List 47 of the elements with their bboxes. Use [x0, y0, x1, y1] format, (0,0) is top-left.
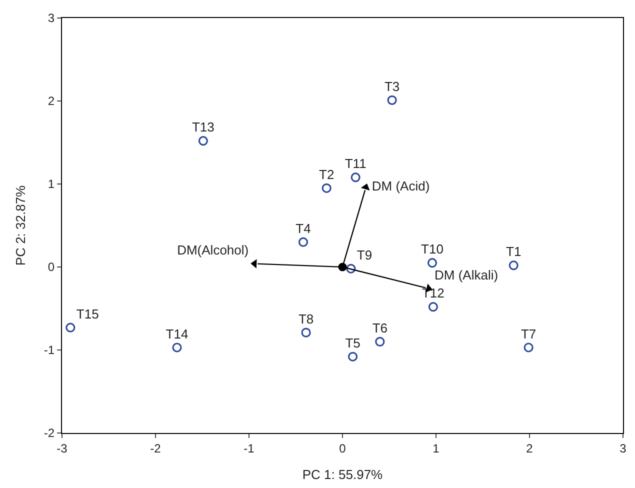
- data-label: T9: [356, 247, 372, 262]
- y-tick-label: 3: [48, 11, 55, 26]
- data-label: T2: [319, 166, 334, 182]
- point: [346, 264, 356, 274]
- data-label: T8: [298, 311, 314, 326]
- data-label: T6: [372, 320, 388, 336]
- point: [298, 237, 308, 247]
- x-tick-label: 2: [526, 441, 534, 456]
- point: [387, 95, 397, 105]
- data-label: T15: [76, 306, 99, 322]
- point: [66, 322, 76, 332]
- y-tick-label: 0: [48, 260, 55, 274]
- x-tick-label: 0: [339, 441, 346, 456]
- data-label: T14: [166, 326, 188, 342]
- point: [348, 352, 358, 362]
- data-label: DM (Acid): [372, 178, 430, 194]
- x-axis-title: PC 1: 55.97%: [302, 467, 384, 482]
- y-tick-label: 1: [48, 177, 55, 192]
- point: [524, 342, 534, 352]
- point: [428, 302, 438, 312]
- x-tick-label: -1: [244, 441, 255, 456]
- data-label: T1: [506, 244, 522, 260]
- point: [350, 172, 360, 182]
- point: [172, 342, 182, 352]
- data-label: T7: [520, 326, 536, 342]
- point: [322, 183, 332, 193]
- data-label: T5: [345, 335, 360, 350]
- x-tick-label: 1: [432, 441, 440, 456]
- data-label: T11: [344, 156, 366, 172]
- data-label: DM(Alcohol): [177, 242, 249, 258]
- x-tick-label: -3: [56, 441, 68, 456]
- data-label: T10: [421, 242, 444, 257]
- point: [301, 328, 311, 338]
- point: [375, 336, 385, 346]
- data-label: T4: [296, 220, 311, 236]
- point: [508, 260, 518, 270]
- x-tick-label: -2: [150, 441, 162, 456]
- x-tick-label: 3: [620, 441, 627, 456]
- y-tick-label: -2: [44, 426, 55, 440]
- data-label: DM (Alkali): [434, 267, 498, 282]
- data-label: T3: [384, 78, 400, 94]
- y-tick-label: 2: [48, 94, 55, 108]
- y-tick-label: -1: [44, 343, 55, 358]
- point: [427, 258, 438, 268]
- y-axis-title: PC 2: 32.87%: [12, 184, 28, 266]
- point: [198, 136, 208, 146]
- data-label: T13: [192, 120, 214, 135]
